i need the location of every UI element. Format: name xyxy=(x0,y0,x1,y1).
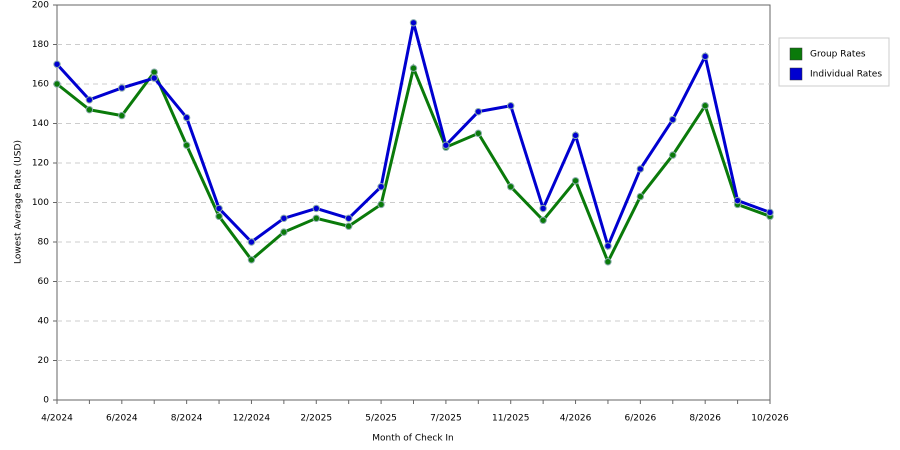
data-point xyxy=(507,183,515,191)
data-point xyxy=(85,96,94,104)
legend-label: Individual Rates xyxy=(810,70,882,80)
data-point xyxy=(312,214,320,223)
data-point xyxy=(766,208,774,217)
x-tick-label: 12/2024 xyxy=(233,414,271,424)
data-point xyxy=(701,102,709,110)
data-point xyxy=(53,60,61,68)
data-point xyxy=(604,258,612,266)
y-tick-label: 80 xyxy=(38,238,50,248)
data-point xyxy=(118,111,126,120)
data-point xyxy=(571,177,580,185)
data-point xyxy=(182,113,191,122)
data-point xyxy=(280,214,288,223)
data-point xyxy=(409,19,418,27)
legend-label: Group Rates xyxy=(810,50,866,60)
y-axis-title: Lowest Average Rate (USD) xyxy=(14,140,24,264)
y-tick-label: 160 xyxy=(32,80,49,90)
x-tick-label: 10/2026 xyxy=(751,414,789,424)
y-tick-label: 120 xyxy=(32,159,49,169)
data-point xyxy=(182,141,191,149)
x-tick-label: 7/2025 xyxy=(430,414,462,424)
data-point xyxy=(280,228,288,236)
data-point xyxy=(215,212,223,221)
data-point xyxy=(53,80,61,88)
data-point xyxy=(377,183,385,191)
data-point xyxy=(571,131,580,140)
data-point xyxy=(247,256,256,264)
y-tick-label: 40 xyxy=(38,317,50,327)
data-point xyxy=(539,216,547,224)
y-tick-label: 20 xyxy=(38,356,50,366)
data-point xyxy=(507,102,515,110)
y-tick-label: 0 xyxy=(43,396,49,406)
data-point xyxy=(636,192,645,201)
y-tick-label: 180 xyxy=(32,40,49,50)
data-point xyxy=(377,200,385,209)
x-tick-label: 4/2024 xyxy=(41,414,73,424)
data-point xyxy=(215,204,223,213)
data-point xyxy=(85,105,94,114)
data-point xyxy=(539,204,547,213)
data-point xyxy=(604,242,612,250)
data-point xyxy=(733,196,742,205)
data-point xyxy=(118,84,126,92)
data-point xyxy=(701,52,709,61)
data-point xyxy=(409,64,418,72)
data-point xyxy=(344,222,353,230)
x-tick-label: 6/2024 xyxy=(106,414,138,424)
series-line xyxy=(56,63,771,266)
x-tick-label: 8/2026 xyxy=(689,414,721,424)
x-tick-label: 4/2026 xyxy=(560,414,592,424)
data-point xyxy=(344,214,353,223)
legend-swatch xyxy=(789,47,803,61)
x-tick-label: 2/2025 xyxy=(300,414,332,424)
y-tick-label: 140 xyxy=(32,119,49,129)
x-tick-label: 8/2024 xyxy=(171,414,203,424)
data-point xyxy=(636,165,645,173)
data-point xyxy=(247,238,256,246)
data-point xyxy=(150,74,158,82)
data-point xyxy=(669,151,677,159)
x-tick-label: 11/2025 xyxy=(492,414,529,424)
data-point xyxy=(442,141,450,149)
data-point xyxy=(669,115,677,124)
y-tick-label: 60 xyxy=(38,277,50,287)
legend-swatch xyxy=(789,67,803,81)
series-line xyxy=(55,22,771,251)
data-point xyxy=(312,204,320,213)
y-tick-label: 200 xyxy=(32,1,49,11)
y-tick-label: 100 xyxy=(32,198,49,208)
x-tick-label: 5/2025 xyxy=(365,414,397,424)
x-tick-label: 6/2026 xyxy=(625,414,657,424)
x-axis-title: Month of Check In xyxy=(372,434,454,444)
data-point xyxy=(474,107,483,116)
data-point xyxy=(474,129,483,138)
